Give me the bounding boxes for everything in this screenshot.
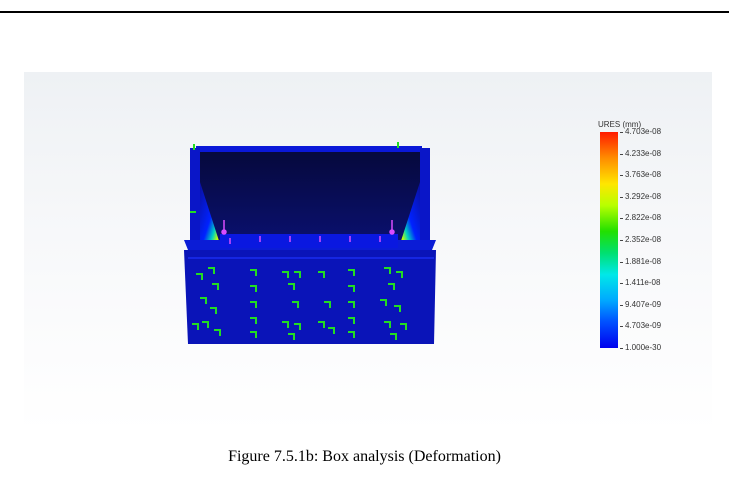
legend-tick: [620, 132, 623, 133]
legend-tick: [620, 261, 623, 263]
legend-tick: [620, 283, 623, 285]
legend-value-label: 1.411e-08: [625, 278, 661, 288]
legend-value-label: 3.292e-08: [625, 191, 662, 201]
legend-tick: [620, 240, 623, 241]
box-deformation-model: [184, 142, 436, 344]
page-top-rule: [0, 11, 729, 13]
legend-tick: [620, 304, 623, 306]
box-inner-wall: [196, 148, 422, 244]
legend-tick: [620, 175, 623, 177]
legend-tick: [620, 196, 623, 198]
legend-value-label: 9.407e-09: [625, 299, 662, 309]
legend-value-label: 4.703e-09: [625, 321, 662, 331]
legend-value-label: 2.352e-08: [625, 235, 662, 244]
box-top-rim: [196, 146, 422, 152]
legend-value-label: 4.703e-08: [625, 127, 662, 136]
right-gusset-stress: [400, 182, 420, 244]
legend-value-label: 4.233e-08: [625, 148, 662, 158]
legend-title: URES (mm): [598, 120, 642, 129]
legend-value-label: 2.822e-08: [625, 213, 662, 223]
legend-tick: [620, 218, 623, 220]
box-cross-beam: [220, 234, 398, 248]
box-front-face: [184, 250, 436, 344]
legend-value-label: 3.763e-08: [625, 170, 662, 180]
legend-tick: [620, 348, 623, 349]
legend-value-label: 1.000e-30: [625, 343, 662, 352]
analysis-viewport: URES (mm) 4.703e-08 4.233e-08 3.763e-08 3.2…: [24, 72, 712, 432]
legend-value-label: 1.881e-08: [625, 256, 662, 266]
legend-color-bar: [600, 132, 618, 348]
left-gusset-stress: [200, 182, 220, 244]
legend-tick: [620, 326, 623, 328]
load-arrows: [221, 220, 395, 244]
figure-caption: Figure 7.5.1b: Box analysis (Deformation…: [228, 448, 501, 465]
legend-tick: [620, 153, 623, 155]
fixture-arrows: [190, 142, 407, 340]
